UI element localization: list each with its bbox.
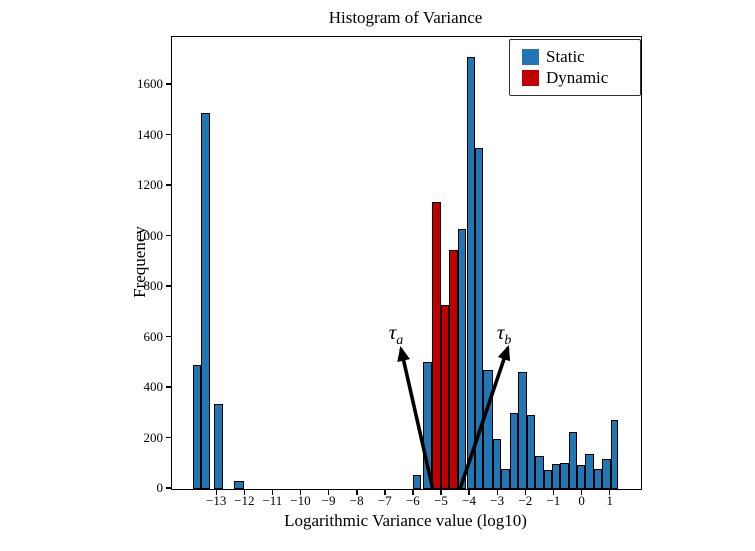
x-tick-label: −2: [518, 493, 533, 508]
static-swatch-icon: [522, 49, 539, 65]
y-tick-label: 0: [156, 480, 164, 495]
x-tick-mark: [412, 489, 414, 495]
histogram-bar-static: [543, 470, 552, 489]
dynamic-swatch-icon: [522, 70, 539, 86]
histogram-bar-static: [509, 413, 518, 489]
tau-b-label: τb: [480, 320, 528, 353]
x-tick-mark: [384, 489, 386, 495]
x-axis-label: Logarithmic Variance value (log10): [284, 511, 527, 530]
x-tick-label: −1: [546, 493, 561, 508]
y-tick-label: 1200: [137, 177, 163, 192]
x-tick-mark: [524, 489, 527, 495]
histogram-bar-static: [526, 414, 536, 489]
x-tick-mark: [552, 489, 555, 495]
y-tick-label: 1600: [137, 76, 163, 91]
legend-label-dynamic: Dynamic: [546, 68, 609, 87]
y-tick-label: 200: [143, 429, 164, 445]
histogram-bars: [172, 37, 641, 489]
x-tick-label: −11: [262, 493, 283, 508]
y-tick-mark: [166, 386, 171, 388]
tau-a-arrow: [397, 345, 435, 489]
histogram-bar-static: [517, 371, 527, 489]
histogram-bar-static: [466, 57, 475, 489]
x-tick-label: −8: [349, 493, 364, 508]
x-tick-mark: [356, 489, 358, 495]
histogram-bar-static: [457, 228, 467, 489]
legend-label-static: Static: [546, 47, 585, 66]
tau-a-symbol: τ: [388, 319, 397, 344]
histogram-bar-static: [483, 370, 493, 489]
x-tick-mark: [468, 489, 470, 495]
x-tick-mark: [496, 489, 498, 495]
histogram-bar-static: [602, 458, 611, 489]
x-tick-label: −5: [434, 493, 448, 508]
y-tick-label: 800: [143, 278, 164, 293]
histogram-bar-static: [474, 148, 484, 489]
x-tick-mark: [243, 489, 246, 495]
y-tick-label: 400: [143, 379, 164, 394]
x-tick-mark: [299, 489, 302, 495]
histogram-bar-static: [551, 463, 561, 489]
legend-item-static: Static: [522, 47, 634, 67]
x-tick-label: 1: [606, 493, 613, 508]
y-tick-mark: [166, 133, 171, 136]
tau-a-label: τa: [372, 320, 420, 353]
legend-item-dynamic: Dynamic: [522, 68, 634, 88]
x-tick-label: −13: [206, 493, 227, 508]
histogram-bar-dynamic: [449, 250, 458, 489]
x-tick-mark: [580, 489, 583, 495]
x-tick-label: 0: [578, 493, 585, 508]
y-tick-label: 1000: [137, 227, 163, 243]
y-tick-mark: [166, 234, 171, 237]
x-tick-label: −7: [377, 493, 392, 508]
histogram-bar-dynamic: [440, 304, 449, 489]
chart-title: Histogram of Variance: [328, 8, 483, 27]
tau-b-arrow: [458, 344, 511, 489]
legend: Static Dynamic: [509, 39, 641, 96]
x-tick-label: −9: [321, 493, 336, 508]
annotation-arrows: [397, 344, 511, 489]
histogram-bar-static: [610, 419, 619, 489]
plot-area: τa τb Static Dynamic: [171, 36, 642, 490]
x-tick-label: −4: [462, 493, 477, 508]
histogram-bar-static: [412, 475, 422, 489]
x-tick-mark: [608, 489, 611, 495]
x-tick-label: −12: [234, 493, 255, 508]
x-tick-label: −6: [405, 493, 420, 508]
tau-b-subscript: b: [504, 333, 512, 349]
y-tick-mark: [166, 83, 171, 85]
y-tick-label: 600: [143, 328, 164, 344]
y-tick-mark: [166, 436, 171, 439]
histogram-bar-static: [585, 453, 594, 489]
x-tick-label: −3: [490, 493, 505, 508]
histogram-bar-static: [501, 468, 510, 489]
y-tick-mark: [166, 487, 171, 489]
histogram-bar-dynamic: [431, 202, 441, 489]
histogram-bar-static: [560, 462, 569, 489]
histogram-bar-static: [576, 465, 586, 489]
histogram-bar-static: [201, 112, 210, 489]
x-tick-mark: [215, 489, 217, 495]
y-tick-mark: [166, 184, 171, 186]
histogram-bar-static: [423, 361, 432, 489]
histogram-bar-static: [568, 432, 577, 489]
y-tick-label: 1400: [137, 126, 163, 142]
histogram-bar-static: [535, 456, 544, 489]
tau-b-symbol: τ: [496, 319, 505, 344]
y-tick-mark: [166, 335, 171, 338]
x-tick-label: −10: [290, 493, 311, 508]
tau-a-subscript: a: [396, 333, 404, 349]
histogram-bar-static: [493, 438, 502, 489]
x-tick-mark: [327, 489, 330, 495]
histogram-bar-static: [192, 365, 202, 489]
x-tick-mark: [271, 489, 274, 495]
histogram-bar-static: [214, 404, 224, 489]
y-tick-mark: [166, 285, 171, 287]
histogram-bar-static: [593, 468, 603, 489]
x-tick-mark: [440, 489, 442, 495]
histogram-bar-static: [234, 481, 245, 489]
